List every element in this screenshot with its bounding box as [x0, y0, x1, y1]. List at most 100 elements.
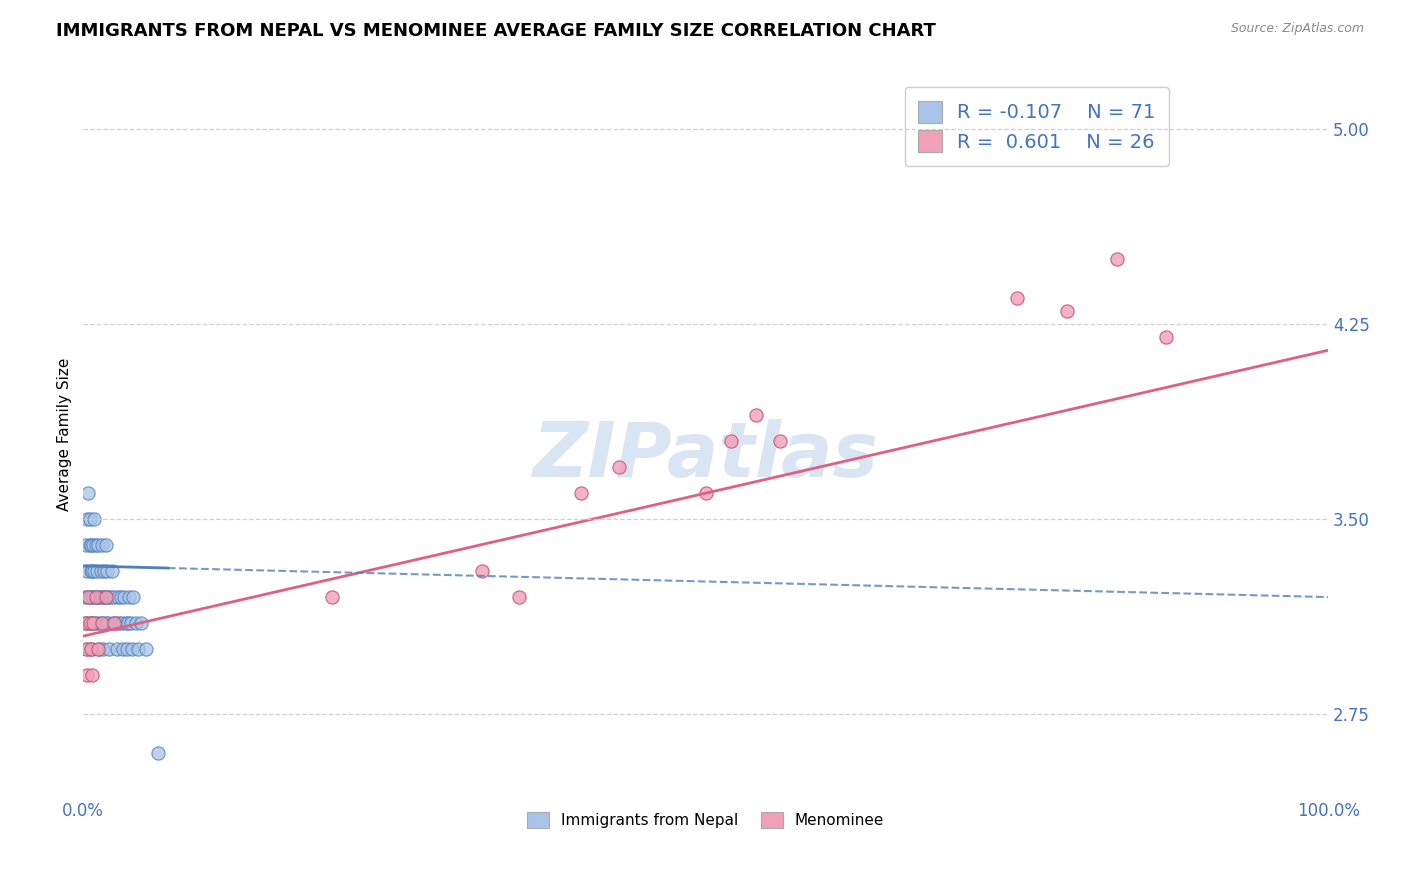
Point [695, 486, 717, 500]
Point [91, 616, 114, 631]
Point [94, 538, 117, 552]
Point [101, 564, 124, 578]
Point [107, 590, 129, 604]
Point [471, 564, 494, 578]
Point [112, 590, 135, 604]
Point [76, 616, 98, 631]
Point [569, 486, 592, 500]
Point [115, 642, 138, 657]
Point [90, 564, 112, 578]
Point [79, 538, 101, 552]
Point [96, 564, 118, 578]
Point [86, 590, 108, 604]
Point [80, 642, 103, 657]
Point [135, 642, 157, 657]
Point [118, 590, 141, 604]
Point [87, 616, 110, 631]
Legend: Immigrants from Nepal, Menominee: Immigrants from Nepal, Menominee [522, 806, 890, 834]
Point [1056, 304, 1078, 318]
Point [77, 590, 100, 604]
Point [96, 590, 118, 604]
Point [744, 408, 766, 422]
Point [82, 616, 104, 631]
Point [83, 564, 105, 578]
Point [103, 590, 125, 604]
Point [76, 668, 98, 682]
Point [108, 616, 131, 631]
Point [112, 642, 135, 657]
Point [98, 642, 121, 657]
Point [80, 668, 103, 682]
Point [80, 564, 103, 578]
Point [73, 590, 96, 604]
Point [80, 642, 103, 657]
Point [93, 590, 115, 604]
Point [82, 538, 104, 552]
Point [100, 590, 122, 604]
Point [129, 616, 152, 631]
Point [122, 590, 145, 604]
Point [720, 434, 742, 449]
Point [1105, 252, 1128, 267]
Point [86, 564, 108, 578]
Point [80, 538, 103, 552]
Point [120, 616, 142, 631]
Point [80, 616, 103, 631]
Point [94, 616, 117, 631]
Point [76, 512, 98, 526]
Point [91, 616, 114, 631]
Point [79, 616, 101, 631]
Point [607, 460, 630, 475]
Point [1005, 291, 1028, 305]
Point [77, 486, 100, 500]
Point [97, 590, 120, 604]
Point [76, 564, 98, 578]
Point [80, 590, 103, 604]
Point [110, 590, 132, 604]
Text: Source: ZipAtlas.com: Source: ZipAtlas.com [1230, 22, 1364, 36]
Point [114, 616, 136, 631]
Point [97, 616, 120, 631]
Text: ZIPatlas: ZIPatlas [533, 419, 879, 493]
Point [75, 538, 97, 552]
Point [84, 538, 107, 552]
Point [508, 590, 530, 604]
Point [87, 642, 110, 657]
Point [103, 616, 125, 631]
Point [77, 642, 100, 657]
Point [1156, 330, 1178, 344]
Point [146, 746, 169, 760]
Point [87, 538, 110, 552]
Point [75, 642, 97, 657]
Point [91, 590, 114, 604]
Point [104, 616, 127, 631]
Y-axis label: Average Family Size: Average Family Size [58, 358, 72, 511]
Point [83, 512, 105, 526]
Point [94, 590, 117, 604]
Point [769, 434, 792, 449]
Point [73, 616, 96, 631]
Point [82, 590, 104, 604]
Point [77, 590, 100, 604]
Point [321, 590, 343, 604]
Point [101, 616, 124, 631]
Point [111, 616, 134, 631]
Point [84, 590, 107, 604]
Point [121, 642, 143, 657]
Point [75, 616, 97, 631]
Point [124, 616, 146, 631]
Point [79, 590, 101, 604]
Point [89, 642, 111, 657]
Point [82, 616, 104, 631]
Point [127, 642, 149, 657]
Point [91, 538, 114, 552]
Point [79, 512, 101, 526]
Point [91, 642, 114, 657]
Point [80, 564, 103, 578]
Point [93, 564, 115, 578]
Text: IMMIGRANTS FROM NEPAL VS MENOMINEE AVERAGE FAMILY SIZE CORRELATION CHART: IMMIGRANTS FROM NEPAL VS MENOMINEE AVERA… [56, 22, 936, 40]
Point [89, 590, 111, 604]
Point [90, 590, 112, 604]
Point [105, 642, 128, 657]
Point [84, 590, 107, 604]
